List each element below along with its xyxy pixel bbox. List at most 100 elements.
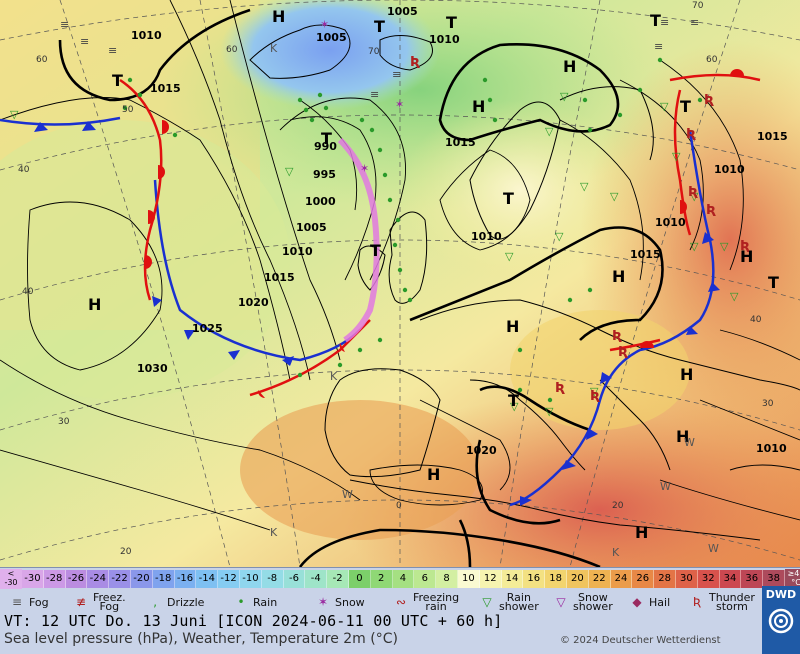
svg-text:▽: ▽: [590, 385, 599, 398]
colorbar-cell: 32: [697, 570, 720, 588]
svg-text:≡: ≡: [370, 88, 379, 101]
svg-text:▽: ▽: [580, 180, 589, 193]
map-legend: < -30 -30 -28 -26 -24 -22 -20 -18 -16 -14 -12 -10 -8…: [0, 567, 800, 654]
colorbar-cell: 38: [763, 570, 785, 588]
svg-text:✶: ✶: [320, 18, 329, 31]
snow-shower-icon: ▽: [556, 594, 566, 609]
colorbar-cell: -10: [240, 570, 262, 588]
svg-text:✶: ✶: [395, 98, 404, 111]
svg-text:▽: ▽: [560, 90, 569, 103]
rain-symbols: [122, 57, 703, 403]
colorbar-cell: 14: [501, 570, 524, 588]
colorbar-cell: 30: [676, 570, 698, 588]
legend-item-freezing-rain: ∾ Freezing rain: [392, 592, 472, 612]
low-center: T: [374, 17, 385, 36]
colorbar-cell: 36: [741, 570, 764, 588]
svg-text:Ʀ: Ʀ: [704, 93, 714, 108]
dwd-logo: DWD: [762, 586, 800, 654]
svg-text:▽: ▽: [505, 250, 514, 263]
legend-label: Freez. Fog: [93, 591, 126, 613]
graticule-label: 30: [58, 417, 70, 427]
graticule-label: 40: [750, 315, 762, 325]
legend-label: Snow: [335, 595, 365, 609]
low-center: T: [446, 13, 457, 32]
colorbar-high-label: ≥40 °C: [785, 569, 800, 589]
legend-item-thunderstorm: Ʀ Thunder storm: [688, 592, 760, 612]
isobar-label: 1010: [282, 245, 313, 258]
colorbar-cell: 2: [370, 570, 393, 588]
svg-text:Ʀ: Ʀ: [688, 185, 698, 200]
isobar-label: 1010: [429, 33, 460, 46]
isobar-label: 1010: [655, 216, 686, 229]
high-center: H: [740, 247, 753, 266]
cold-marker: K: [330, 370, 338, 383]
svg-text:Ʀ: Ʀ: [555, 381, 565, 396]
isobar-label: 1010: [756, 442, 787, 455]
snow-icon: ✶: [317, 594, 329, 609]
svg-text:Ʀ: Ʀ: [618, 345, 628, 360]
graticule-label: 0: [396, 501, 402, 511]
svg-text:≡: ≡: [80, 35, 89, 48]
colorbar-cell: 24: [610, 570, 633, 588]
dwd-logo-text: DWD: [765, 588, 797, 601]
graticule-label: 60: [706, 55, 718, 65]
high-center: H: [427, 465, 440, 484]
colorbar-cell: 34: [719, 570, 742, 588]
legend-label: Rain: [253, 595, 278, 609]
colorbar-cell: 16: [523, 570, 546, 588]
temperature-colorbar: < -30 -30 -28 -26 -24 -22 -20 -18 -16 -14 -12 -10 -8…: [0, 568, 800, 591]
temperature-field-iberia: [240, 400, 480, 540]
graticule-label: 60: [36, 55, 48, 65]
isobar-label: 1030: [137, 362, 168, 375]
freezing-fog-icon: ≢: [75, 594, 87, 609]
legend-label: Rain shower: [499, 591, 539, 613]
colorbar-cell: -20: [131, 570, 153, 588]
colorbar-low-label: < -30: [0, 569, 22, 589]
isobar-label: 995: [313, 168, 336, 181]
isobar-label: 1005: [387, 5, 418, 18]
isobar-label: 1015: [630, 248, 661, 261]
thunderstorm-symbols: ƦƦƦ ƦƦƦ ƦƦƦ Ʀ: [410, 55, 750, 404]
freezing-rain-icon: ∾: [395, 594, 407, 609]
svg-text:▽: ▽: [545, 125, 554, 138]
high-center: H: [506, 317, 519, 336]
colorbar-cell: -8: [261, 570, 284, 588]
drizzle-icon: ‚: [153, 594, 157, 609]
legend-item-fog: ≡ Fog: [8, 592, 68, 612]
colorbar-cell: -14: [196, 570, 219, 588]
svg-text:▽: ▽: [10, 108, 19, 121]
legend-item-rain-shower: ▽ Rain shower: [478, 592, 548, 612]
legend-item-snow-shower: ▽ Snow shower: [552, 592, 624, 612]
high-center: H: [88, 295, 101, 314]
low-center: T: [508, 391, 519, 410]
colorbar-cell: -16: [174, 570, 197, 588]
colorbar-cell: -22: [109, 570, 131, 588]
svg-text:≡: ≡: [60, 18, 69, 31]
svg-text:≡: ≡: [654, 40, 663, 53]
colorbar-cell: -30: [22, 570, 44, 588]
svg-text:▽: ▽: [660, 100, 669, 113]
colorbar-cell: -4: [305, 570, 328, 588]
warm-front: [119, 69, 761, 399]
colorbar-cell: 28: [654, 570, 676, 588]
rain-icon: •: [237, 594, 245, 609]
svg-text:▽: ▽: [672, 150, 681, 163]
warm-marker: W: [342, 488, 353, 501]
legend-label: Freezing rain: [413, 591, 460, 613]
isobar-label: 1005: [316, 31, 347, 44]
copyright-notice: © 2024 Deutscher Wetterdienst: [560, 635, 721, 646]
svg-text:▽: ▽: [730, 290, 739, 303]
fog-icon: ≡: [11, 594, 23, 609]
colorbar-cell: 10: [458, 570, 480, 588]
isobar-label: 1015: [445, 136, 476, 149]
graticule-label: 20: [120, 547, 132, 557]
isobar-label: 1010: [131, 29, 162, 42]
occluded-front: [337, 137, 380, 343]
colorbar-cell: -18: [152, 570, 175, 588]
legend-item-snow: ✶ Snow: [314, 592, 388, 612]
colorbar-cell: 20: [567, 570, 589, 588]
isobar-label: 1020: [466, 444, 497, 457]
svg-text:≡: ≡: [108, 44, 117, 57]
colorbar-cell: 8: [436, 570, 458, 588]
temperature-field-scandinavia: [400, 100, 640, 280]
